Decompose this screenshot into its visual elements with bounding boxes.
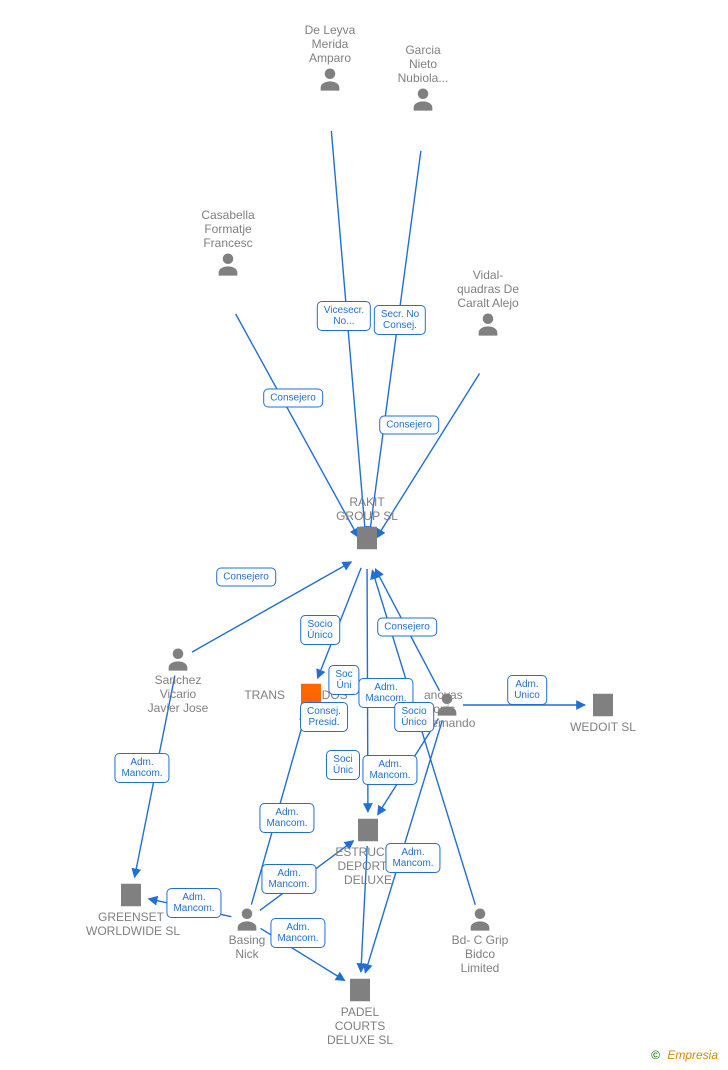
node-label: Casabella Formatje Francesc [183,208,273,250]
edge-label: Consejero [377,618,437,637]
node-label: WEDOIT SL [558,720,648,734]
edge-label: Soc Úni [328,665,359,695]
node-label: Bd- C Grip Bidco Limited [435,933,525,975]
node-label: Sanchez Vicario Javier Jose [133,673,223,715]
company-node: WEDOIT SL [558,690,648,734]
person-node: Vidal- quadras De Caralt Alejo [443,268,533,338]
person-node: Garcia Nieto Nubiola... [378,43,468,113]
edge-label: Consejero [216,568,276,587]
diagram-stage: De Leyva Merida AmparoGarcia Nieto Nubio… [0,0,728,1070]
copyright-symbol: © [651,1048,660,1062]
node-label: Garcia Nieto Nubiola... [378,43,468,85]
edge-label: Adm. Mancom. [166,888,221,918]
edge-label: Adm. Mancom. [385,843,440,873]
node-label: GREENSET WORLDWIDE SL [86,910,176,938]
company-node: GREENSET WORLDWIDE SL [86,880,176,938]
brand-name: Empresia [667,1048,718,1062]
node-label: De Leyva Merida Amparo [285,23,375,65]
edge-label: Consej. Presid. [300,702,348,732]
person-node: De Leyva Merida Amparo [285,23,375,93]
node-label: PADEL COURTS DELUXE SL [315,1005,405,1047]
node-label: Vidal- quadras De Caralt Alejo [443,268,533,310]
edge-label: Socio Único [300,615,340,645]
edge-label: Socio Único [394,702,434,732]
person-node: Sanchez Vicario Javier Jose [133,645,223,715]
edge-label: Consejero [263,389,323,408]
edge-label: Adm. Unico [507,675,547,705]
edge-label: Vicesecr. No... [317,301,371,331]
edge-label: Adm. Mancom. [270,918,325,948]
node-label: RAKIT GROUP SL [322,495,412,523]
person-node: Casabella Formatje Francesc [183,208,273,278]
person-node: Bd- C Grip Bidco Limited [435,905,525,975]
edge-label: Adm. Mancom. [362,755,417,785]
edge-label: Adm. Mancom. [114,753,169,783]
edge-label: Secr. No Consej. [374,305,426,335]
edge-label: Adm. Mancom. [259,803,314,833]
edge-label: Adm. Mancom. [261,864,316,894]
edge-label: Soci Únic [326,750,360,780]
edge-label: Consejero [379,416,439,435]
watermark: © Empresia [651,1048,718,1062]
company-node: RAKIT GROUP SL [322,495,412,553]
company-node: PADEL COURTS DELUXE SL [315,975,405,1047]
